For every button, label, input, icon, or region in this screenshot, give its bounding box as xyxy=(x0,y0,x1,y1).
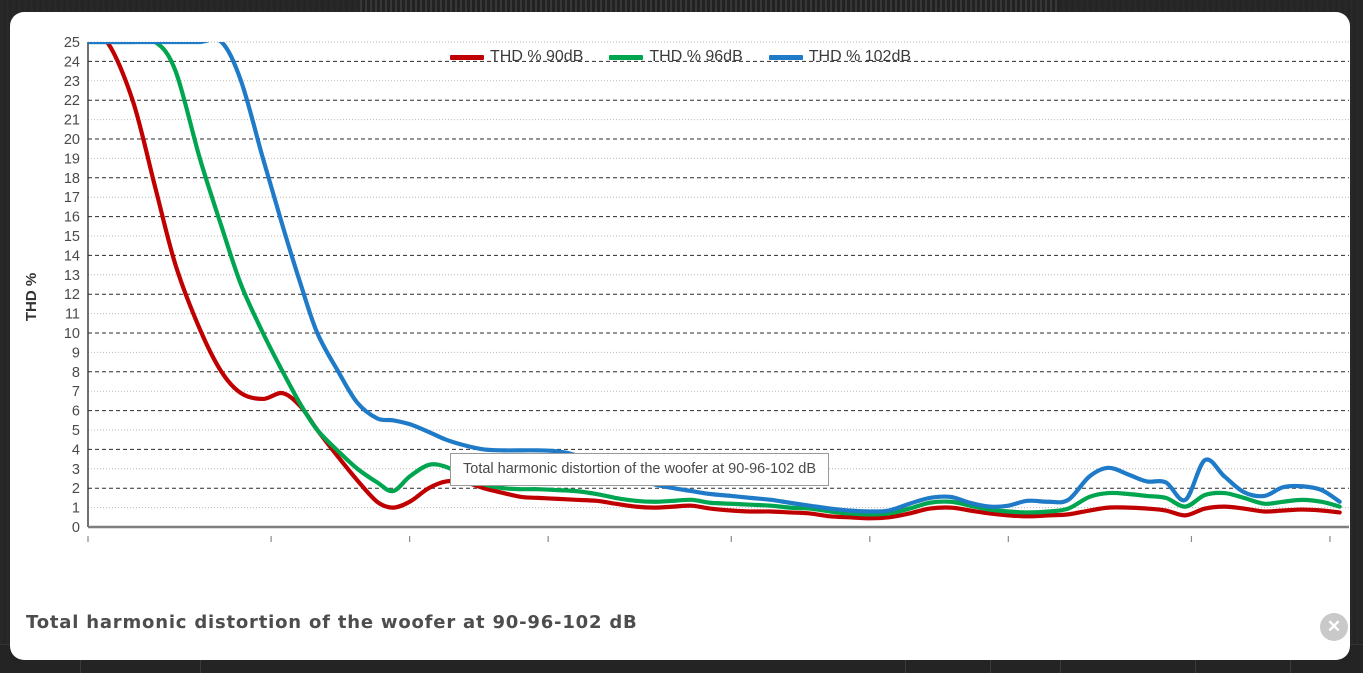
y-axis-tick-label: 20 xyxy=(64,132,80,148)
chart-tooltip: Total harmonic distortion of the woofer … xyxy=(450,453,830,486)
y-axis-tick-label: 7 xyxy=(72,384,80,400)
y-axis-tick-label: 23 xyxy=(64,74,80,90)
legend-swatch-102db xyxy=(768,54,803,60)
y-axis-tick-label: 15 xyxy=(64,229,80,245)
y-axis-tick-label: 3 xyxy=(72,462,80,478)
y-axis-tick-label: 8 xyxy=(72,365,80,381)
series-line xyxy=(88,42,1342,517)
y-axis-tick-label: 4 xyxy=(72,442,80,458)
legend-item-90db: THD % 90dB xyxy=(450,49,583,65)
legend-item-102db: THD % 102dB xyxy=(768,48,912,65)
y-axis-tick-label: 16 xyxy=(64,210,80,226)
y-axis-tick-label: 19 xyxy=(64,151,80,167)
legend-label-96db: THD % 96dB xyxy=(649,48,743,65)
background-band-top xyxy=(360,0,1060,12)
series-group xyxy=(88,42,1342,521)
lightbox-panel: 0 1 2 3 4 5 6 7 8 9 10 11 12 13 14 15 16 17 18 19 20 21 22 23 24… xyxy=(10,12,1350,660)
legend-item-96db: THD % 96dB xyxy=(609,48,743,65)
y-axis-tick-label: 9 xyxy=(72,345,80,361)
y-axis-tick-label: 2 xyxy=(72,481,80,497)
thd-chart: 0 1 2 3 4 5 6 7 8 9 10 11 12 13 14 15 16 17 18 19 20 21 22 23 24… xyxy=(10,12,1350,542)
legend-swatch-96db xyxy=(609,54,644,60)
legend-label-102db: THD % 102dB xyxy=(808,48,912,65)
y-axis-tick-label: 25 xyxy=(64,35,80,51)
legend-swatch-90db xyxy=(450,54,484,60)
y-axis-tick-label: 24 xyxy=(64,54,80,70)
series-line xyxy=(88,42,1342,521)
series-line xyxy=(88,42,1342,514)
y-axis-tick-label: 6 xyxy=(72,404,80,420)
y-axis-tick-label: 10 xyxy=(64,326,80,342)
y-axis-tick-label: 12 xyxy=(64,287,80,303)
y-axis-tick-label: 14 xyxy=(64,248,80,264)
y-axis-tick-label: 18 xyxy=(64,171,80,187)
y-axis-tick-label: 5 xyxy=(72,423,80,439)
y-axis-tick-label: 21 xyxy=(64,113,80,129)
y-axis-title: THD % xyxy=(23,273,40,321)
y-axis-tick-label: 17 xyxy=(64,190,80,206)
image-caption: Total harmonic distortion of the woofer … xyxy=(26,612,638,633)
legend-label-90db: THD % 90dB xyxy=(490,48,584,65)
y-axis-tick-label: 1 xyxy=(72,501,80,517)
y-axis-tick-label: 13 xyxy=(64,268,80,284)
y-axis-tick-label: 22 xyxy=(64,93,80,109)
y-axis-tick-label: 0 xyxy=(72,520,80,536)
chart-legend: THD % 90dB THD % 96dB THD % 102dB xyxy=(450,46,930,68)
close-icon[interactable]: ✕ xyxy=(1320,613,1348,641)
y-axis-tick-label: 11 xyxy=(65,307,80,323)
